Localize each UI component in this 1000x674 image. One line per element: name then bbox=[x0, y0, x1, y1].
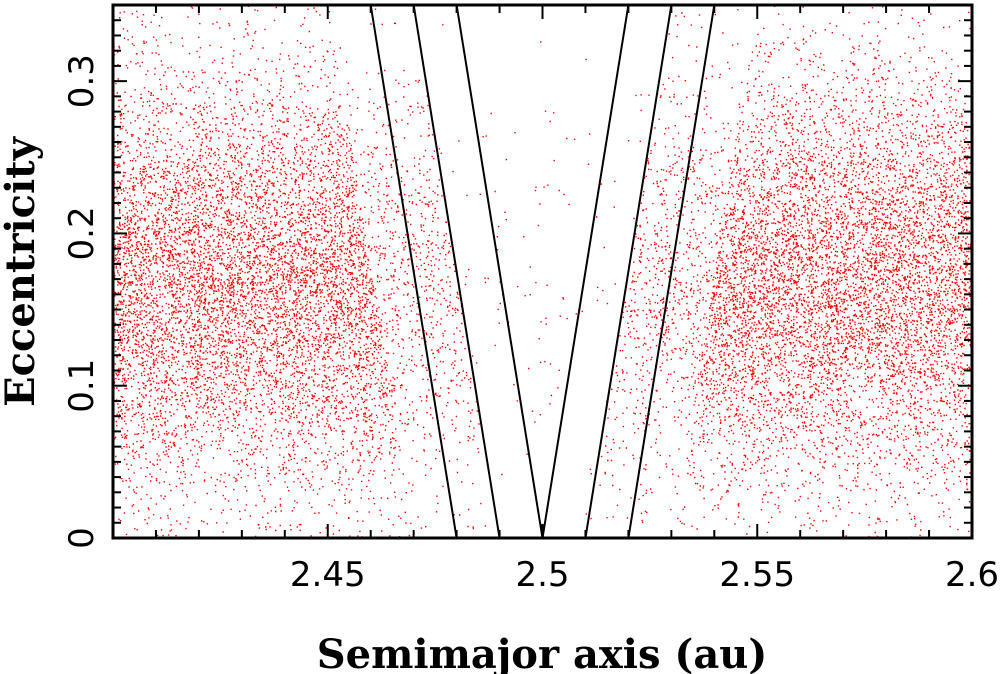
boundary-line-3 bbox=[455, 5, 544, 538]
x-tick-label: 2.6 bbox=[945, 555, 999, 595]
boundary-line-4 bbox=[541, 5, 630, 538]
y-tick-label: 0.2 bbox=[62, 206, 102, 260]
x-tick-label: 2.55 bbox=[719, 555, 795, 595]
axis-ticks bbox=[112, 4, 973, 539]
y-tick-label: 0.3 bbox=[62, 54, 102, 108]
x-axis-title: Semimajor axis (au) bbox=[317, 631, 768, 674]
x-tick-labels: 2.45 2.5 2.55 2.6 bbox=[290, 555, 999, 595]
boundary-line-5 bbox=[584, 5, 673, 538]
resonance-boundary-lines bbox=[369, 5, 716, 538]
y-tick-label: 0 bbox=[62, 527, 102, 549]
boundary-line-2 bbox=[412, 5, 501, 538]
y-axis-title: Eccentricity bbox=[0, 135, 44, 407]
x-tick-label: 2.45 bbox=[290, 555, 366, 595]
boundary-line-1 bbox=[369, 5, 458, 538]
scatter-point-cloud bbox=[113, 5, 972, 538]
scatter-points bbox=[113, 5, 972, 538]
x-tick-label: 2.5 bbox=[515, 555, 569, 595]
y-tick-label: 0.1 bbox=[62, 359, 102, 413]
boundary-line-6 bbox=[627, 5, 716, 538]
y-tick-labels: 0 0.1 0.2 0.3 bbox=[62, 54, 102, 549]
